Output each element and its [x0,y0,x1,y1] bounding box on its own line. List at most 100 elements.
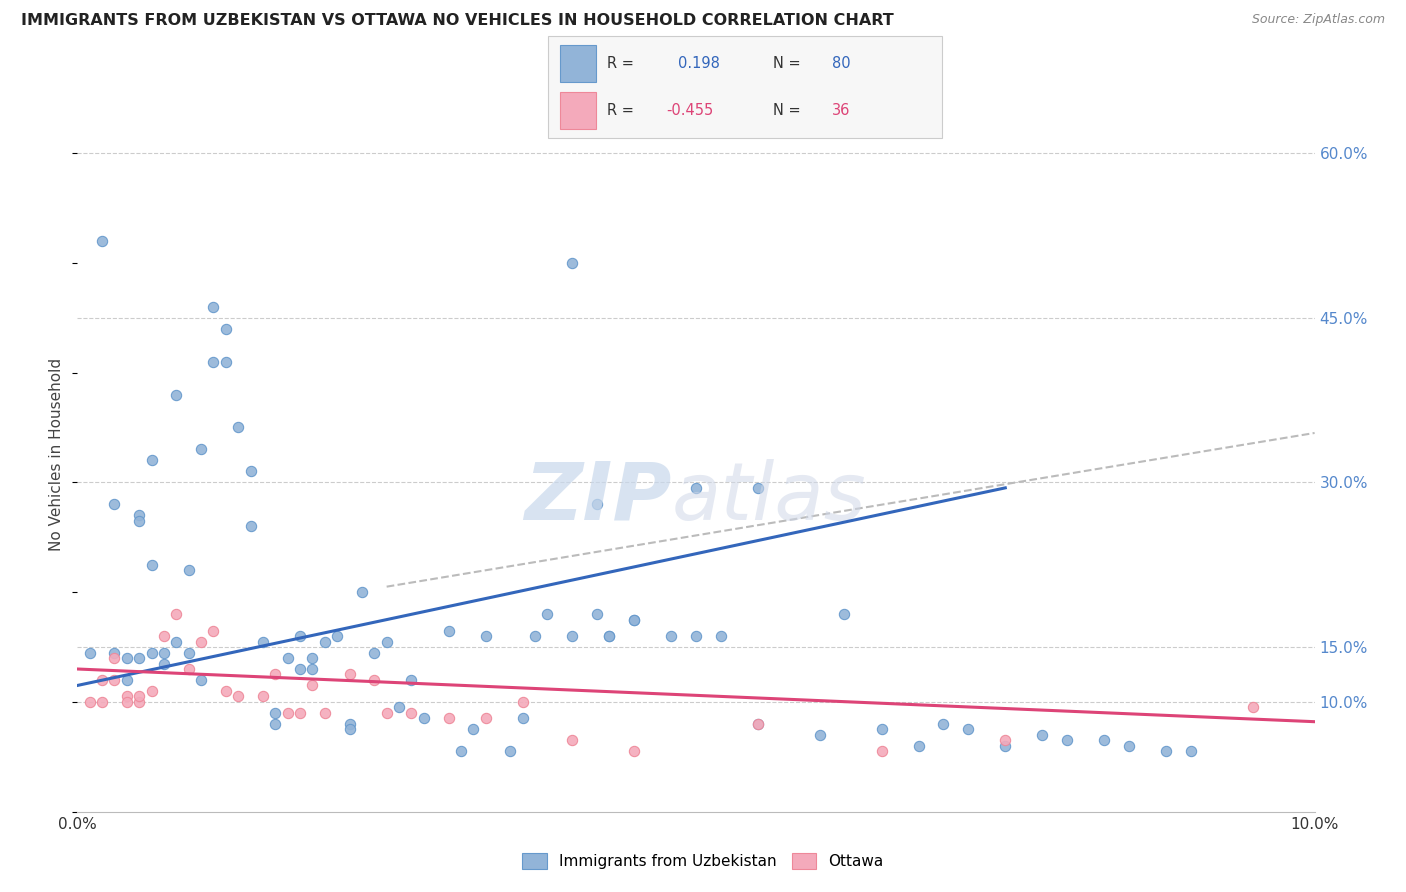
Point [747,481,769,495]
Point [288,706,311,720]
Point [128,514,150,528]
Point [190,673,212,687]
Text: N =: N = [773,56,800,70]
Text: R =: R = [607,56,634,70]
Point [91,234,114,248]
Point [512,695,534,709]
Point [834,607,856,621]
Point [536,607,558,621]
Point [1154,744,1177,758]
Point [128,651,150,665]
Point [288,629,311,643]
Point [437,711,460,725]
Point [870,744,893,758]
Bar [560,92,596,129]
Text: -0.455: -0.455 [666,103,714,118]
Point [128,695,150,709]
Point [561,733,583,747]
Point [561,629,583,643]
Point [301,678,323,692]
Bar [560,45,596,82]
Point [226,690,249,704]
Point [659,629,682,643]
Point [437,624,460,638]
Point [79,695,101,709]
Point [252,634,274,648]
Point [190,442,212,457]
Point [79,646,101,660]
Point [165,634,187,648]
Point [277,706,299,720]
Point [685,481,707,495]
Point [623,613,645,627]
Point [994,739,1017,753]
FancyBboxPatch shape [548,36,942,138]
Point [264,667,287,681]
Point [202,300,225,314]
Point [103,497,125,511]
Point [932,717,955,731]
Point [375,706,398,720]
Point [474,711,496,725]
Point [463,723,485,737]
Point [1092,733,1115,747]
Text: R =: R = [607,103,634,118]
Point [586,497,609,511]
Point [115,651,138,665]
Point [598,629,620,643]
Point [91,673,114,687]
Point [115,695,138,709]
Point [141,646,163,660]
Point [177,646,200,660]
Point [401,706,423,720]
Point [1180,744,1202,758]
Point [115,690,138,704]
Point [326,629,349,643]
Text: Source: ZipAtlas.com: Source: ZipAtlas.com [1251,13,1385,27]
Point [91,695,114,709]
Point [141,558,163,572]
Point [512,711,534,725]
Point [215,354,238,368]
Point [177,563,200,577]
Point [870,723,893,737]
Point [474,629,496,643]
Point [301,662,323,676]
Point [239,464,262,478]
Text: atlas: atlas [671,458,866,537]
Point [412,711,434,725]
Point [994,733,1017,747]
Point [128,690,150,704]
Point [177,662,200,676]
Text: N =: N = [773,103,800,118]
Point [288,662,311,676]
Point [957,723,980,737]
Point [153,646,176,660]
Text: 0.198: 0.198 [678,56,720,70]
Point [1031,728,1053,742]
Point [747,717,769,731]
Point [202,624,225,638]
Point [350,585,373,599]
Point [339,667,361,681]
Point [450,744,472,758]
Point [277,651,299,665]
Point [1118,739,1140,753]
Point [388,700,411,714]
Point [215,321,238,335]
Point [215,684,238,698]
Point [375,634,398,648]
Point [301,651,323,665]
Point [115,673,138,687]
Point [808,728,831,742]
Point [339,723,361,737]
Point [561,256,583,270]
Point [264,706,287,720]
Point [524,629,547,643]
Point [1056,733,1078,747]
Point [190,634,212,648]
Point [710,629,733,643]
Point [141,453,163,467]
Text: 36: 36 [832,103,851,118]
Point [264,717,287,731]
